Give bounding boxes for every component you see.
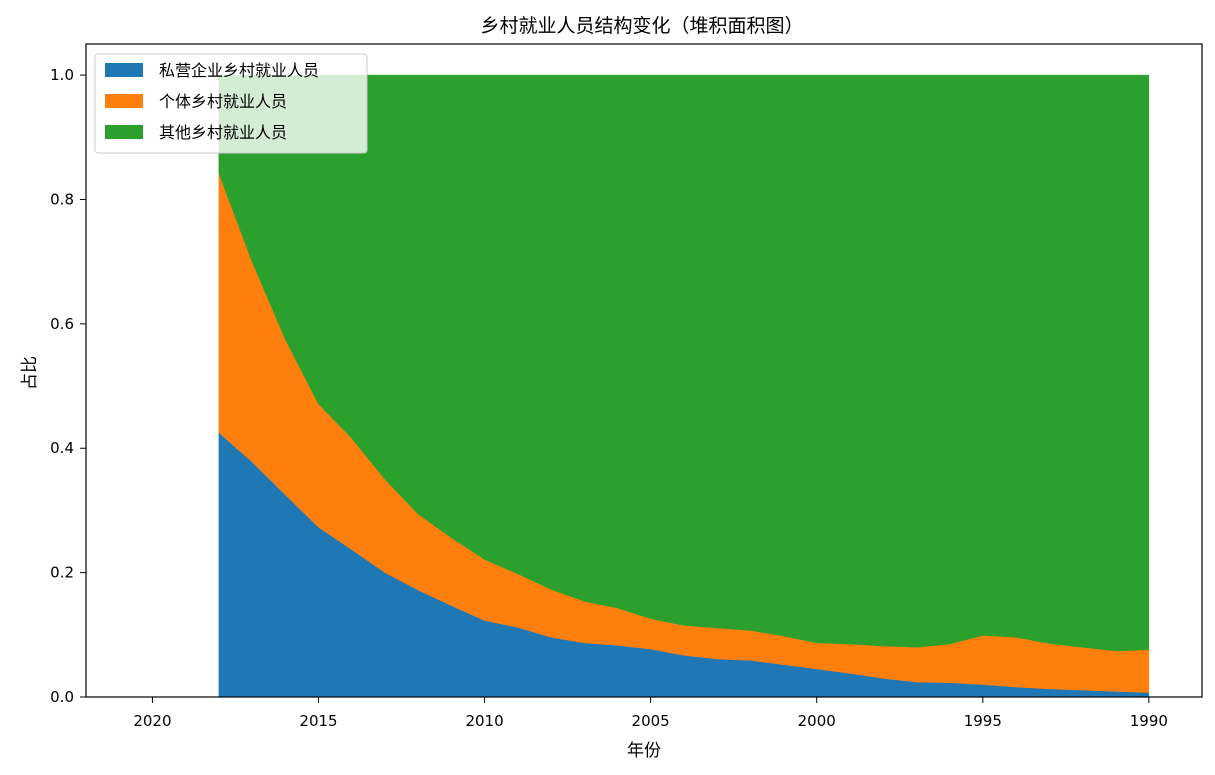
legend-box [94, 53, 368, 154]
x-tick-label: 2005 [632, 712, 670, 730]
x-tick-label: 1990 [1130, 712, 1168, 730]
x-axis-ticks: 2020 2015 2010 2005 2000 1995 1990 [133, 697, 1168, 730]
y-tick-label: 0.6 [50, 315, 74, 333]
legend-swatch [105, 63, 143, 77]
y-tick-label: 0.0 [50, 688, 74, 706]
legend-label: 私营企业乡村就业人员 [159, 61, 319, 80]
x-tick-label: 2020 [133, 712, 171, 730]
legend-swatch [105, 125, 143, 139]
x-tick-label: 2010 [465, 712, 503, 730]
x-axis-label: 年份 [627, 741, 661, 761]
legend-label: 个体乡村就业人员 [159, 92, 287, 111]
y-tick-label: 0.2 [50, 564, 74, 582]
chart-title: 乡村就业人员结构变化（堆积面积图） [480, 15, 803, 37]
y-tick-label: 0.4 [50, 439, 74, 457]
x-tick-label: 2000 [798, 712, 836, 730]
legend-swatch [105, 94, 143, 108]
y-axis-ticks: 0.0 0.2 0.4 0.6 0.8 1.0 [50, 66, 86, 706]
area-series-2 [218, 74, 1150, 652]
y-tick-label: 0.8 [50, 190, 74, 208]
plot-frame [85, 43, 1203, 698]
legend-label: 其他乡村就业人员 [159, 123, 287, 142]
areas-group [218, 74, 1150, 698]
x-tick-label: 1995 [964, 712, 1002, 730]
y-axis-label: 占比 [20, 356, 40, 390]
x-tick-label: 2015 [299, 712, 337, 730]
y-tick-label: 1.0 [50, 66, 74, 84]
